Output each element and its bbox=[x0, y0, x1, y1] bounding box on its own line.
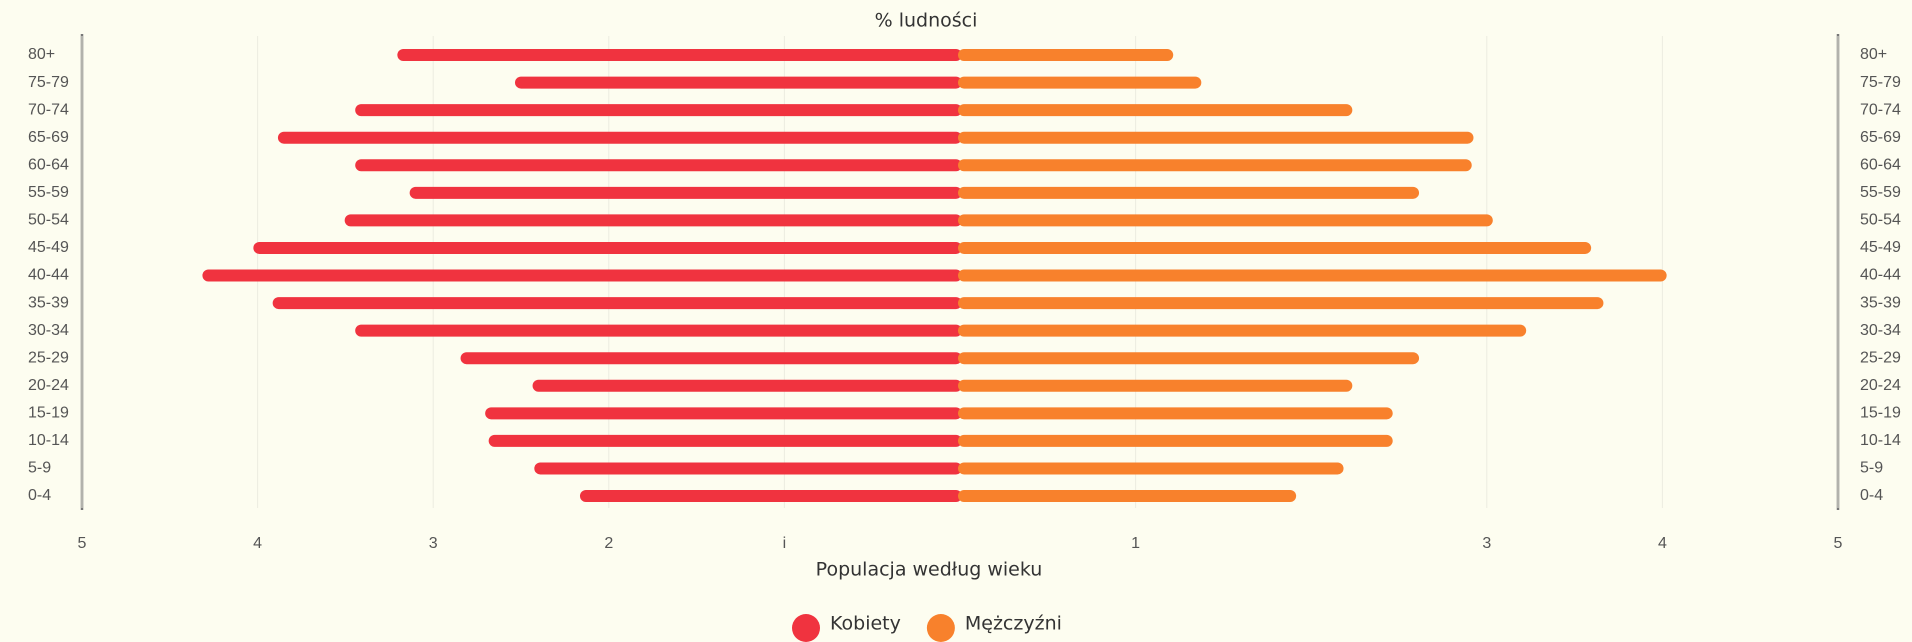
y-tick-label: 65-69 bbox=[28, 129, 69, 146]
legend-label: Kobiety bbox=[830, 613, 901, 635]
y-tick-label: 60-64 bbox=[1860, 156, 1901, 173]
legend-label: Mężczyźni bbox=[965, 613, 1062, 635]
y-tick-label: 0-4 bbox=[1860, 487, 1883, 504]
y-tick-label: 55-59 bbox=[1860, 184, 1901, 201]
y-tick-label: 60-64 bbox=[28, 156, 69, 173]
x-tick-label: 3 bbox=[1482, 535, 1491, 552]
y-tick-label: 10-14 bbox=[28, 432, 69, 449]
y-tick-label: 5-9 bbox=[28, 460, 51, 477]
y-tick-label: 10-14 bbox=[1860, 432, 1901, 449]
y-tick-label: 45-49 bbox=[1860, 239, 1901, 256]
x-tick-label: 5 bbox=[78, 535, 87, 552]
x-tick-label: 4 bbox=[1658, 535, 1667, 552]
x-tick-label: 4 bbox=[253, 535, 262, 552]
y-tick-label: 30-34 bbox=[28, 322, 69, 339]
y-tick-label: 65-69 bbox=[1860, 129, 1901, 146]
y-tick-label: 35-39 bbox=[28, 294, 69, 311]
y-tick-label: 0-4 bbox=[28, 487, 51, 504]
y-tick-label: 70-74 bbox=[28, 101, 69, 118]
y-tick-label: 25-29 bbox=[1860, 349, 1901, 366]
y-tick-label: 20-24 bbox=[28, 377, 69, 394]
y-tick-label: 50-54 bbox=[1860, 212, 1901, 229]
y-tick-label: 80+ bbox=[28, 46, 55, 63]
y-tick-label: 80+ bbox=[1860, 46, 1887, 63]
x-tick-label: 3 bbox=[429, 535, 438, 552]
y-tick-label: 25-29 bbox=[28, 349, 69, 366]
y-tick-label: 70-74 bbox=[1860, 101, 1901, 118]
legend-marker bbox=[792, 614, 820, 642]
y-tick-label: 15-19 bbox=[1860, 405, 1901, 422]
y-tick-label: 50-54 bbox=[28, 212, 69, 229]
y-tick-label: 20-24 bbox=[1860, 377, 1901, 394]
y-tick-label: 45-49 bbox=[28, 239, 69, 256]
y-tick-label: 40-44 bbox=[28, 267, 69, 284]
y-tick-label: 55-59 bbox=[28, 184, 69, 201]
y-tick-label: 75-79 bbox=[1860, 74, 1901, 91]
y-tick-label: 15-19 bbox=[28, 405, 69, 422]
x-tick-label: 5 bbox=[1834, 535, 1843, 552]
legend-marker bbox=[926, 614, 955, 642]
x-axis-label: Populacja według wieku bbox=[816, 559, 1043, 581]
y-tick-label: 35-39 bbox=[1860, 294, 1901, 311]
y-tick-label: 75-79 bbox=[28, 74, 69, 91]
y-tick-label: 40-44 bbox=[1860, 267, 1901, 284]
chart-title: % ludności bbox=[875, 10, 978, 32]
x-tick-label: 2 bbox=[604, 535, 613, 552]
x-tick-label: i bbox=[783, 535, 787, 552]
y-tick-label: 5-9 bbox=[1860, 460, 1883, 477]
y-tick-label: 30-34 bbox=[1860, 322, 1901, 339]
x-tick-label: 1 bbox=[1131, 535, 1140, 552]
